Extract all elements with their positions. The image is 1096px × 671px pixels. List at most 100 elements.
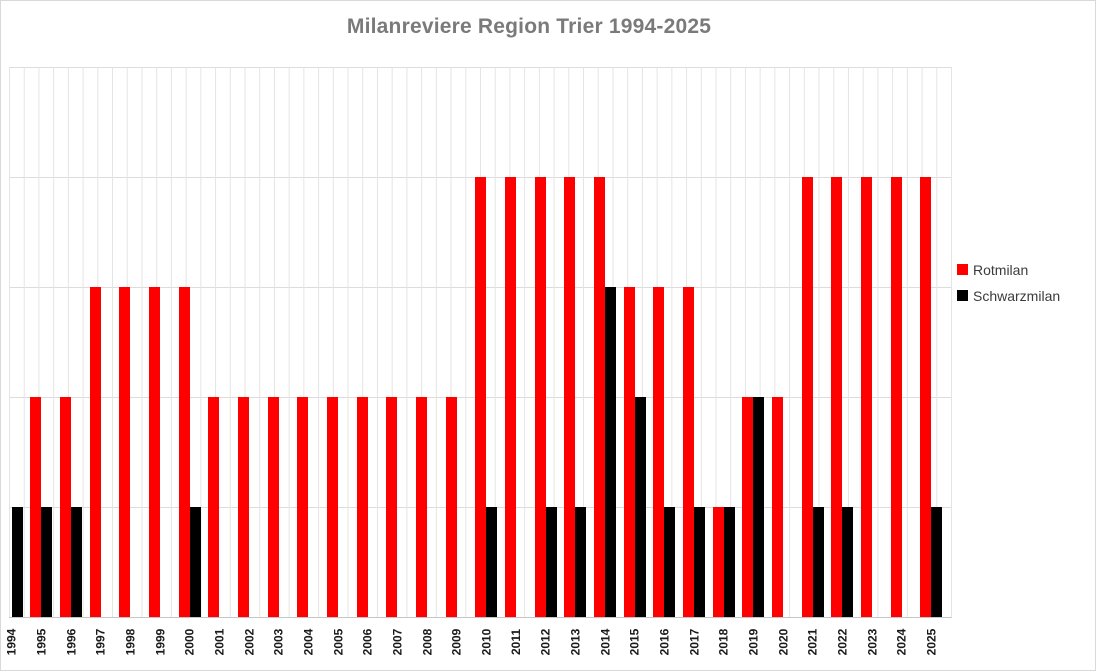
x-label-cell-2010: 2010: [472, 619, 502, 667]
bar-rotmilan-1995: [30, 397, 42, 617]
x-axis-label-2013: 2013: [568, 628, 583, 656]
bar-rotmilan-2021: [801, 177, 813, 617]
x-axis-label-2004: 2004: [301, 628, 316, 656]
x-label-cell-1995: 1995: [27, 619, 57, 667]
bar-rotmilan-2016: [653, 287, 665, 617]
bar-schwarzmilan-2017: [693, 507, 705, 617]
x-label-cell-2015: 2015: [620, 619, 650, 667]
x-axis-label-2002: 2002: [242, 628, 257, 656]
bar-rotmilan-2010: [475, 177, 487, 617]
x-label-cell-2023: 2023: [857, 619, 887, 667]
category-2011: [501, 67, 531, 617]
x-label-cell-2017: 2017: [679, 619, 709, 667]
category-2012: [531, 67, 561, 617]
legend-label-rotmilan: Rotmilan: [973, 261, 1029, 278]
legend-item-schwarzmilan: Schwarzmilan: [957, 287, 1061, 304]
category-2006: [353, 67, 383, 617]
bar-schwarzmilan-2000: [189, 507, 201, 617]
x-label-cell-1997: 1997: [86, 619, 116, 667]
bar-schwarzmilan-2010: [486, 507, 498, 617]
bar-rotmilan-2011: [504, 177, 516, 617]
legend-item-rotmilan: Rotmilan: [957, 261, 1060, 278]
bar-rotmilan-2000: [178, 287, 190, 617]
bar-rotmilan-2018: [712, 507, 724, 617]
x-axis-label-2001: 2001: [212, 628, 227, 656]
category-2008: [412, 67, 442, 617]
x-axis-label-1998: 1998: [123, 628, 138, 656]
x-label-cell-2002: 2002: [234, 619, 264, 667]
bar-rotmilan-2001: [208, 397, 220, 617]
x-axis-label-2016: 2016: [657, 628, 672, 656]
x-label-cell-1996: 1996: [56, 619, 86, 667]
bar-schwarzmilan-2014: [604, 287, 616, 617]
x-label-cell-2006: 2006: [353, 619, 383, 667]
x-axis-label-1999: 1999: [153, 628, 168, 656]
bar-rotmilan-2006: [356, 397, 368, 617]
category-2016: [649, 67, 679, 617]
x-axis-label-2025: 2025: [924, 628, 939, 656]
x-label-cell-2007: 2007: [383, 619, 413, 667]
x-axis-label-1995: 1995: [34, 628, 49, 656]
x-label-cell-2013: 2013: [560, 619, 590, 667]
x-axis-label-2015: 2015: [627, 628, 642, 656]
x-label-cell-1999: 1999: [145, 619, 175, 667]
x-axis-label-2003: 2003: [271, 628, 286, 656]
bar-rotmilan-2003: [267, 397, 279, 617]
x-label-cell-1998: 1998: [116, 619, 146, 667]
x-label-cell-2016: 2016: [649, 619, 679, 667]
x-axis-label-2008: 2008: [420, 628, 435, 656]
bar-rotmilan-2023: [860, 177, 872, 617]
category-2003: [264, 67, 294, 617]
bar-schwarzmilan-2015: [634, 397, 646, 617]
x-label-cell-2025: 2025: [916, 619, 946, 667]
category-2000: [175, 67, 205, 617]
legend-label-schwarzmilan: Schwarzmilan: [973, 287, 1061, 304]
x-axis-label-2011: 2011: [508, 628, 523, 656]
x-axis-label-2020: 2020: [775, 628, 790, 656]
chart-title: Milanreviere Region Trier 1994-2025: [346, 15, 712, 38]
plot-area: [9, 67, 952, 618]
x-axis-label-2010: 2010: [479, 628, 494, 656]
category-2019: [738, 67, 768, 617]
bar-rotmilan-2013: [564, 177, 576, 617]
x-axis-label-2021: 2021: [805, 628, 820, 656]
x-axis-label-2012: 2012: [538, 628, 553, 656]
x-label-cell-2001: 2001: [205, 619, 235, 667]
category-2020: [768, 67, 798, 617]
bars-row: [1, 67, 946, 617]
x-axis-label-1996: 1996: [64, 628, 79, 656]
bar-schwarzmilan-2021: [812, 507, 824, 617]
bar-schwarzmilan-2012: [545, 507, 557, 617]
category-2010: [472, 67, 502, 617]
category-2017: [679, 67, 709, 617]
bar-rotmilan-2009: [445, 397, 457, 617]
bar-schwarzmilan-1995: [41, 507, 53, 617]
bar-rotmilan-1999: [149, 287, 161, 617]
x-axis-label-2014: 2014: [597, 628, 612, 656]
bar-rotmilan-2014: [593, 177, 605, 617]
category-2021: [798, 67, 828, 617]
x-axis-label-2018: 2018: [716, 628, 731, 656]
bar-schwarzmilan-1994: [11, 507, 23, 617]
x-axis-label-1997: 1997: [93, 628, 108, 656]
x-label-cell-2021: 2021: [798, 619, 828, 667]
x-axis-label-2024: 2024: [894, 628, 909, 656]
category-1995: [27, 67, 57, 617]
x-label-cell-1994: 1994: [1, 619, 27, 667]
bar-rotmilan-2019: [742, 397, 754, 617]
category-2001: [205, 67, 235, 617]
x-label-cell-2012: 2012: [531, 619, 561, 667]
category-1997: [86, 67, 116, 617]
bar-schwarzmilan-2016: [664, 507, 676, 617]
x-label-cell-2005: 2005: [323, 619, 353, 667]
x-axis-label-2019: 2019: [746, 628, 761, 656]
category-2025: [916, 67, 946, 617]
bar-schwarzmilan-2013: [575, 507, 587, 617]
bar-rotmilan-2017: [682, 287, 694, 617]
bar-rotmilan-2015: [623, 287, 635, 617]
category-2023: [857, 67, 887, 617]
x-label-cell-2022: 2022: [827, 619, 857, 667]
bar-rotmilan-2002: [238, 397, 250, 617]
bar-rotmilan-2022: [831, 177, 843, 617]
